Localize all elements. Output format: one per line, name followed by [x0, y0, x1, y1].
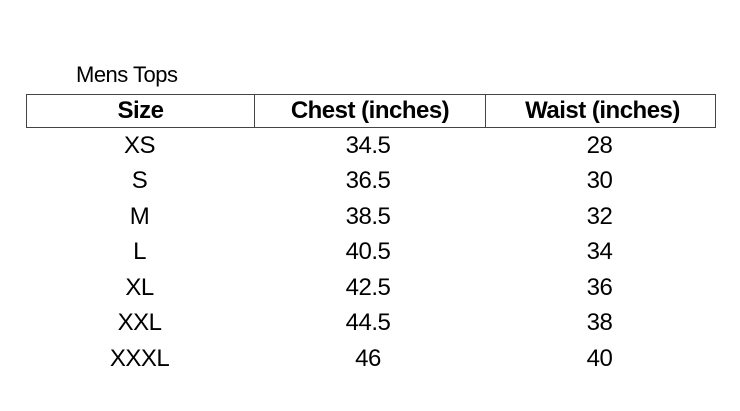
table-row: XS 34.5 28 [26, 128, 716, 164]
waist-cell: 28 [586, 131, 613, 159]
table-row: L 40.5 34 [26, 235, 716, 271]
chest-cell: 38.5 [345, 202, 391, 230]
column-header-waist: Waist (inches) [485, 95, 719, 127]
size-cell: M [129, 202, 150, 230]
waist-cell: 30 [586, 167, 613, 195]
waist-cell: 36 [586, 273, 613, 301]
chest-cell: 34.5 [345, 131, 391, 159]
chest-cell: 46 [355, 344, 381, 372]
table-row: XXL 44.5 38 [26, 306, 716, 342]
waist-cell: 34 [586, 238, 613, 266]
table-title: Mens Tops [76, 62, 178, 87]
column-header-size: Size [117, 97, 164, 124]
table-row: S 36.5 30 [26, 164, 716, 200]
size-cell: XXL [117, 309, 162, 337]
size-cell: S [131, 167, 148, 195]
waist-cell: 38 [586, 309, 613, 337]
table-body: XS 34.5 28 S 36.5 30 M 38.5 32 L 40.5 34 XL 42.5 36 XXL… [26, 128, 716, 377]
size-cell: XXXL [109, 344, 170, 372]
waist-cell: 40 [586, 344, 613, 372]
chest-cell: 44.5 [345, 309, 391, 337]
size-cell: XL [125, 273, 154, 301]
chest-cell: 42.5 [345, 273, 391, 301]
table-row: XXXL 46 40 [26, 341, 716, 377]
table-header: Size Chest (inches) Waist (inches) [26, 94, 716, 128]
size-cell: L [133, 238, 146, 266]
size-chart-table: Size Chest (inches) Waist (inches) XS 34.… [26, 94, 716, 377]
chest-cell: 36.5 [345, 167, 391, 195]
size-cell: XS [123, 131, 156, 159]
table-row: XL 42.5 36 [26, 270, 716, 306]
column-header-chest: Chest (inches) [254, 95, 485, 127]
chest-cell: 40.5 [345, 238, 391, 266]
table-row: M 38.5 32 [26, 199, 716, 235]
waist-cell: 32 [586, 202, 613, 230]
